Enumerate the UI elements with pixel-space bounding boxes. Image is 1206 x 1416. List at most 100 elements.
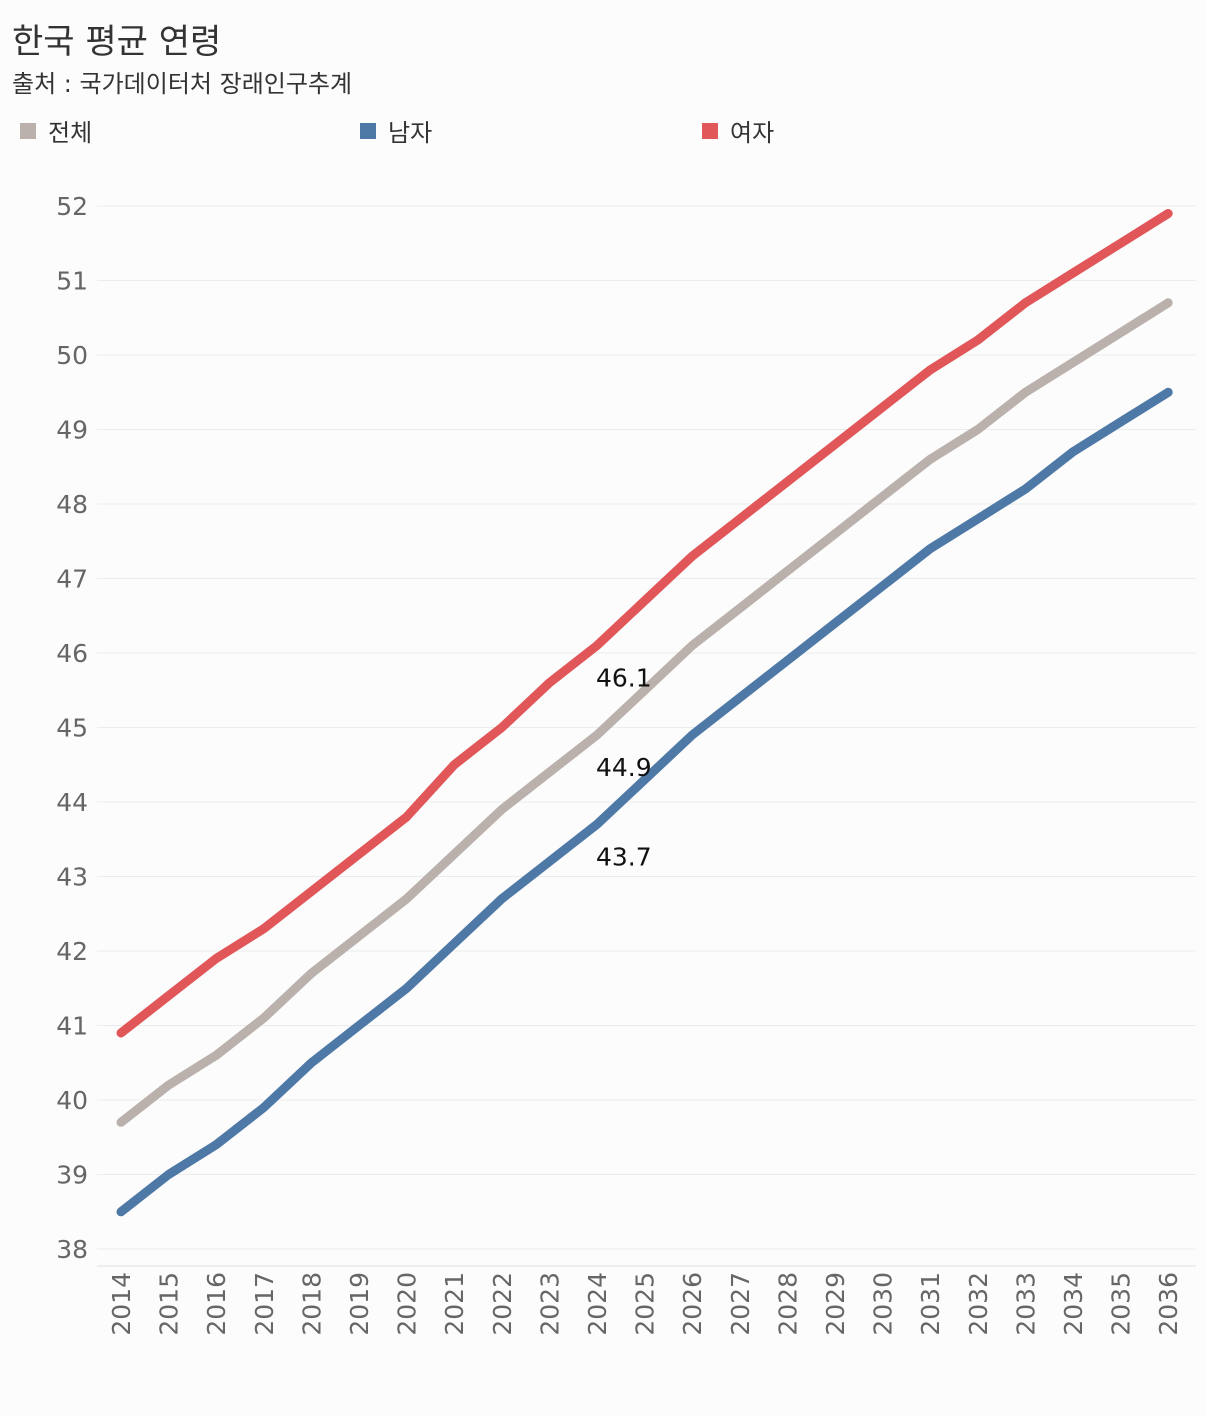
- data-point-여자-2016: [212, 954, 220, 962]
- data-point-전체-2023: [545, 768, 553, 776]
- data-point-여자-2015: [165, 992, 173, 1000]
- data-point-전체-2034: [1069, 358, 1077, 366]
- data-point-남자-2018: [307, 1059, 315, 1067]
- data-point-전체-2035: [1117, 329, 1125, 337]
- x-tick-label-2019: 2019: [345, 1272, 374, 1336]
- chart-subtitle: 출처 : 국가데이터처 장래인구추계: [12, 70, 353, 98]
- data-point-남자-2027: [736, 694, 744, 702]
- y-tick-label-48: 48: [56, 490, 88, 519]
- legend-swatch-female: [702, 122, 718, 139]
- data-point-여자-2028: [783, 478, 791, 486]
- series-line-전체: [116, 298, 1173, 1127]
- data-point-여자-2027: [736, 515, 744, 523]
- data-point-여자-2017: [260, 925, 268, 933]
- data-point-전체-2020: [403, 895, 411, 903]
- data-point-남자-2028: [783, 656, 791, 664]
- data-point-남자-2021: [450, 940, 458, 948]
- y-tick-label-44: 44: [56, 788, 88, 817]
- data-point-전체-2027: [736, 604, 744, 612]
- x-tick-label-2029: 2029: [821, 1272, 850, 1336]
- x-tick-label-2036: 2036: [1154, 1272, 1183, 1336]
- data-point-전체-2022: [498, 805, 506, 813]
- data-point-여자-2024: [593, 642, 601, 650]
- data-point-전체-2030: [879, 493, 887, 501]
- data-point-전체-2019: [355, 932, 363, 940]
- data-point-전체-2017: [260, 1014, 268, 1022]
- legend-item-female[interactable]: 여자: [702, 113, 774, 148]
- y-tick-label-52: 52: [56, 192, 88, 221]
- x-tick-label-2022: 2022: [488, 1272, 517, 1336]
- x-tick-label-2014: 2014: [107, 1272, 136, 1336]
- y-tick-label-43: 43: [56, 863, 88, 892]
- data-point-전체-2026: [688, 642, 696, 650]
- data-point-남자-2015: [165, 1171, 173, 1178]
- data-point-남자-2029: [831, 619, 839, 627]
- data-point-여자-2026: [688, 552, 696, 560]
- data-point-여자-2019: [355, 850, 363, 858]
- data-point-남자-2024: [593, 820, 601, 828]
- legend-label-male: 남자: [388, 119, 433, 147]
- x-tick-label-2030: 2030: [869, 1272, 898, 1336]
- data-point-남자-2014: [117, 1208, 125, 1216]
- legend-swatch-total: [20, 122, 36, 139]
- legend-swatch-male: [360, 122, 376, 139]
- x-tick-label-2028: 2028: [773, 1272, 802, 1336]
- data-label-여자-2024: 46.1: [596, 664, 652, 693]
- y-tick-label-46: 46: [56, 639, 88, 668]
- data-point-여자-2031: [926, 366, 934, 374]
- data-point-전체-2036: [1164, 299, 1172, 307]
- data-point-남자-2030: [879, 582, 887, 590]
- legend-item-male[interactable]: 남자: [360, 113, 432, 148]
- data-point-남자-2023: [545, 858, 553, 866]
- x-tick-label-2023: 2023: [535, 1272, 564, 1336]
- x-tick-label-2025: 2025: [631, 1272, 660, 1336]
- data-point-여자-2014: [117, 1029, 125, 1037]
- data-point-여자-2032: [974, 336, 982, 344]
- data-point-남자-2022: [498, 895, 506, 903]
- series-line-여자: [116, 209, 1173, 1038]
- x-tick-label-2032: 2032: [964, 1272, 993, 1336]
- data-point-전체-2024: [593, 731, 601, 739]
- y-tick-label-39: 39: [56, 1161, 88, 1190]
- data-point-여자-2030: [879, 403, 887, 411]
- data-point-남자-2035: [1117, 418, 1125, 426]
- chart-legend: 전체 남자 여자: [0, 113, 1206, 149]
- y-tick-label-38: 38: [56, 1235, 88, 1264]
- legend-item-total[interactable]: 전체: [20, 113, 92, 148]
- data-label-전체-2024: 44.9: [596, 753, 652, 782]
- x-tick-label-2026: 2026: [678, 1272, 707, 1336]
- legend-label-female: 여자: [730, 119, 775, 147]
- x-tick-label-2021: 2021: [440, 1272, 469, 1336]
- data-point-남자-2019: [355, 1022, 363, 1029]
- data-point-남자-2032: [974, 515, 982, 523]
- data-point-여자-2025: [641, 597, 649, 605]
- data-label-남자-2024: 43.7: [596, 842, 652, 871]
- y-tick-label-42: 42: [56, 937, 88, 966]
- data-point-전체-2014: [117, 1118, 125, 1126]
- data-point-전체-2032: [974, 426, 982, 433]
- data-point-남자-2034: [1069, 448, 1077, 456]
- data-point-남자-2031: [926, 545, 934, 553]
- data-point-전체-2016: [212, 1051, 220, 1059]
- data-point-남자-2017: [260, 1103, 268, 1111]
- data-point-여자-2035: [1117, 239, 1125, 247]
- x-tick-label-2033: 2033: [1011, 1272, 1040, 1336]
- y-tick-label-50: 50: [56, 341, 88, 370]
- data-point-전체-2033: [1021, 388, 1029, 396]
- data-point-전체-2029: [831, 530, 839, 538]
- data-point-남자-2036: [1164, 388, 1172, 396]
- data-point-여자-2022: [498, 724, 506, 731]
- data-point-남자-2033: [1021, 485, 1029, 493]
- chart-title: 한국 평균 연령: [12, 22, 222, 62]
- data-point-남자-2025: [641, 776, 649, 784]
- data-point-여자-2023: [545, 679, 553, 687]
- data-point-여자-2020: [403, 813, 411, 821]
- x-tick-label-2018: 2018: [297, 1272, 326, 1336]
- data-point-여자-2018: [307, 887, 315, 895]
- x-tick-label-2017: 2017: [250, 1272, 279, 1336]
- y-tick-label-47: 47: [56, 565, 88, 594]
- data-point-여자-2033: [1021, 299, 1029, 307]
- data-point-전체-2031: [926, 455, 934, 463]
- data-point-전체-2021: [450, 850, 458, 858]
